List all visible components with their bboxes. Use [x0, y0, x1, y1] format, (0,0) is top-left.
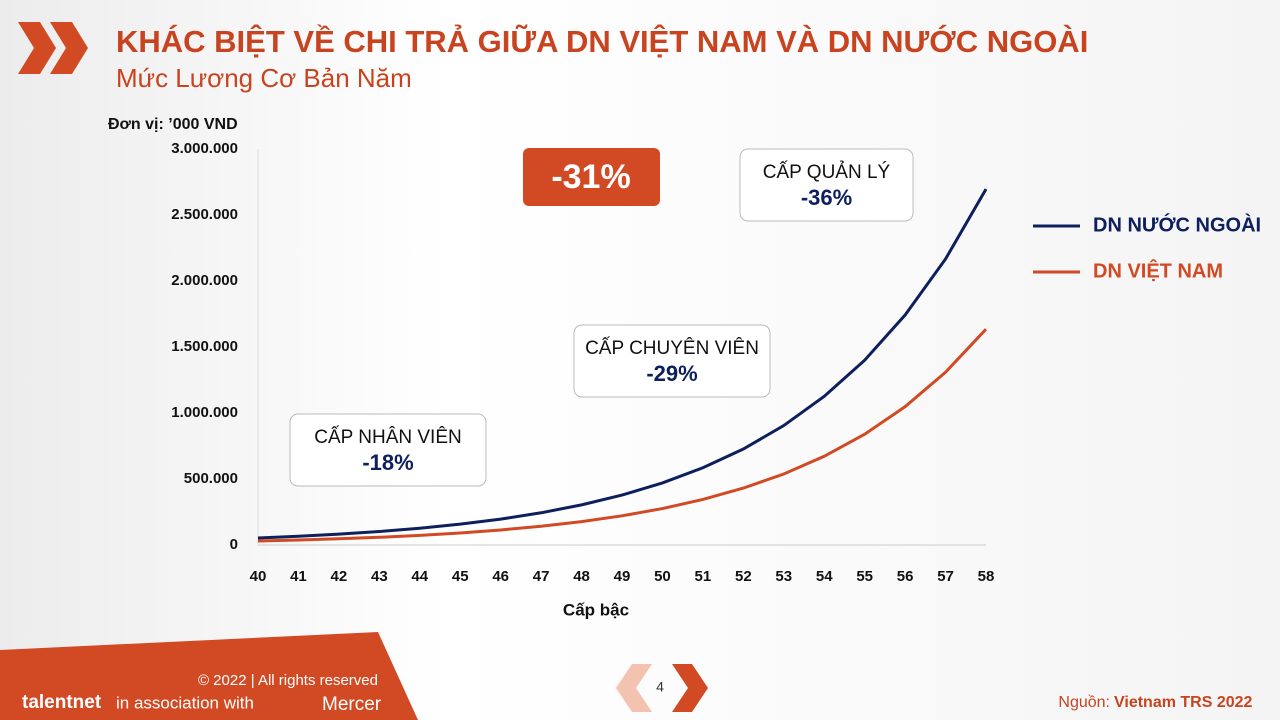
footer-band — [0, 632, 418, 720]
x-tick-label: 48 — [573, 568, 590, 585]
x-tick-label: 41 — [290, 568, 307, 585]
annotation-box — [289, 413, 487, 487]
x-tick-label: 51 — [695, 568, 712, 585]
series-line — [257, 188, 988, 540]
annotation-box — [573, 324, 771, 398]
y-tick-label: 2.000.000 — [171, 272, 238, 289]
highlight-box — [523, 148, 660, 206]
association: in association with — [116, 693, 254, 712]
x-tick-label: 56 — [897, 568, 914, 585]
x-tick-label: 46 — [492, 568, 509, 585]
y-tick-label: 500.000 — [184, 470, 238, 487]
page-chevron — [672, 664, 708, 712]
x-tick-label: 40 — [250, 568, 267, 585]
subtitle: Mức Lương Cơ Bản Năm — [116, 63, 412, 93]
annotation-value: -29% — [646, 361, 697, 386]
x-tick-label: 54 — [816, 568, 833, 585]
annotation-box — [739, 148, 914, 222]
x-tick-label: 42 — [331, 568, 348, 585]
source-label: Nguồn: — [1058, 694, 1110, 711]
chevron — [18, 22, 56, 74]
annotation-title: CẤP CHUYÊN VIÊN — [585, 337, 759, 359]
y-tick-label: 2.500.000 — [171, 206, 238, 223]
x-tick-label: 57 — [937, 568, 954, 585]
x-tick-label: 44 — [411, 568, 428, 585]
y-tick-label: 1.000.000 — [171, 404, 238, 421]
x-tick-label: 52 — [735, 568, 752, 585]
legend-label: DN NƯỚC NGOÀI — [1093, 212, 1261, 236]
x-axis-label: Cấp bậc — [563, 600, 629, 619]
partner: Mercer — [322, 694, 382, 715]
annotation-title: CẤP NHÂN VIÊN — [314, 426, 461, 448]
title: KHÁC BIỆT VỀ CHI TRẢ GIỮA DN VIỆT NAM VÀ… — [116, 23, 1088, 59]
unit-label: Đơn vị: ’000 VND — [108, 116, 238, 133]
copyright: © 2022 | All rights reserved — [198, 672, 378, 689]
page-number: 4 — [656, 679, 664, 695]
highlight-text: -31% — [551, 158, 630, 196]
x-tick-label: 45 — [452, 568, 469, 585]
x-tick-label: 49 — [614, 568, 631, 585]
y-tick-label: 0 — [230, 536, 238, 553]
annotation-value: -36% — [801, 185, 852, 210]
y-tick-label: 1.500.000 — [171, 338, 238, 355]
chevron — [50, 22, 88, 74]
x-tick-label: 47 — [533, 568, 550, 585]
x-tick-label: 55 — [856, 568, 873, 585]
x-tick-label: 43 — [371, 568, 388, 585]
brand: talentnet — [22, 692, 102, 713]
y-tick-label: 3.000.000 — [171, 140, 238, 157]
x-tick-label: 50 — [654, 568, 671, 585]
annotation-value: -18% — [362, 450, 413, 475]
annotation-title: CẤP QUẢN LÝ — [763, 161, 891, 183]
series-line — [257, 328, 988, 543]
page-chevron — [616, 664, 652, 712]
legend-label: DN VIỆT NAM — [1093, 258, 1223, 282]
x-tick-label: 53 — [775, 568, 792, 585]
x-tick-label: 58 — [978, 568, 995, 585]
source: Vietnam TRS 2022 — [1114, 694, 1253, 711]
